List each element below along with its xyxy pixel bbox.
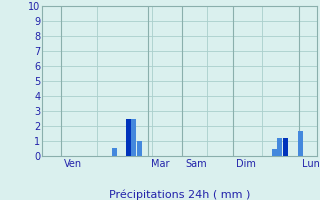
Text: Ven: Ven	[64, 159, 82, 169]
Bar	[272, 148, 276, 156]
Text: Sam: Sam	[185, 159, 207, 169]
Bar	[112, 148, 117, 156]
Bar	[277, 138, 282, 156]
Bar	[137, 141, 142, 156]
Bar	[298, 130, 303, 156]
Text: Mar: Mar	[151, 159, 169, 169]
Bar	[131, 118, 136, 156]
Text: Lun: Lun	[302, 159, 320, 169]
Bar	[283, 138, 288, 156]
Text: Précipitations 24h ( mm ): Précipitations 24h ( mm )	[108, 189, 250, 200]
Bar	[126, 118, 131, 156]
Text: Dim: Dim	[236, 159, 256, 169]
